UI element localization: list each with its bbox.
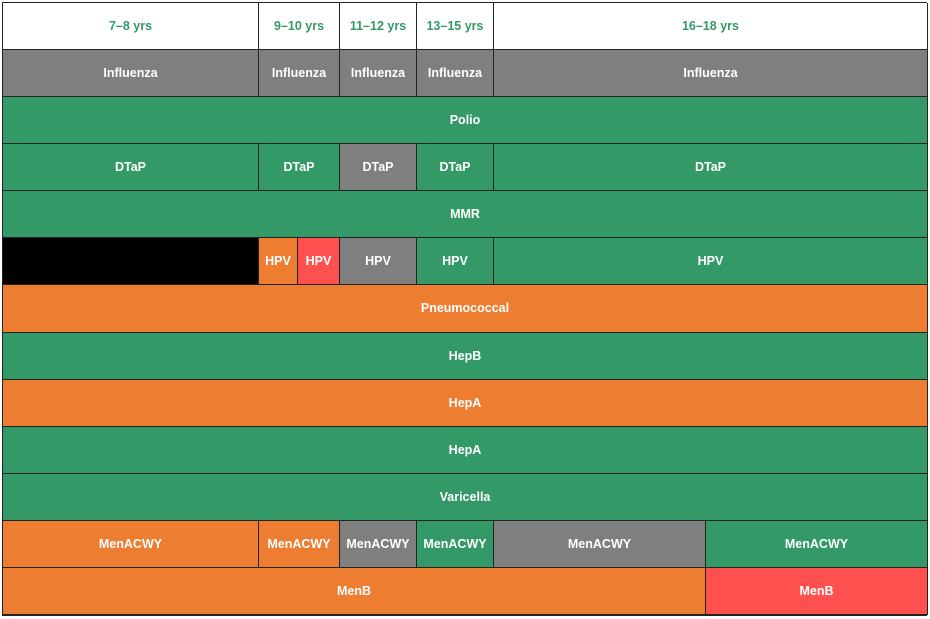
hpv-13-15: HPV xyxy=(417,238,494,286)
hpv-16-18: HPV xyxy=(494,238,928,286)
pneumococcal-row: Pneumococcal xyxy=(3,285,928,333)
hepb-row: HepB xyxy=(3,332,928,380)
menacwy-11-12: MenACWY xyxy=(340,520,417,568)
dtap-7-8: DTaP xyxy=(3,144,259,192)
header-16-18: 16–18 yrs xyxy=(494,3,928,51)
mmr-row: MMR xyxy=(3,191,928,239)
hepa-row-1: HepA xyxy=(3,379,928,427)
header-11-12: 11–12 yrs xyxy=(340,3,417,51)
hpv-9-10-split: HPV HPV xyxy=(259,238,340,286)
header-9-10: 9–10 yrs xyxy=(259,3,340,51)
hepa-row-2: HepA xyxy=(3,426,928,474)
menb-b: MenB xyxy=(706,567,928,615)
dtap-11-12: DTaP xyxy=(340,144,417,192)
dtap-16-18: DTaP xyxy=(494,144,928,192)
dtap-13-15: DTaP xyxy=(417,144,494,192)
influenza-9-10: Influenza xyxy=(259,50,340,98)
hpv-9-10-a: HPV xyxy=(259,238,298,285)
hpv-7-8-blank xyxy=(3,238,259,286)
menacwy-16-18-b: MenACWY xyxy=(706,520,928,568)
menacwy-13-15: MenACWY xyxy=(417,520,494,568)
hpv-11-12: HPV xyxy=(340,238,417,286)
varicella-row: Varicella xyxy=(3,473,928,521)
hpv-9-10-b: HPV xyxy=(298,238,339,285)
header-13-15: 13–15 yrs xyxy=(417,3,494,51)
influenza-11-12: Influenza xyxy=(340,50,417,98)
menb-a: MenB xyxy=(3,567,706,615)
influenza-13-15: Influenza xyxy=(417,50,494,98)
influenza-16-18: Influenza xyxy=(494,50,928,98)
menacwy-16-18-a: MenACWY xyxy=(494,520,706,568)
polio-row: Polio xyxy=(3,97,928,145)
dtap-9-10: DTaP xyxy=(259,144,340,192)
menacwy-9-10: MenACWY xyxy=(259,520,340,568)
menacwy-7-8: MenACWY xyxy=(3,520,259,568)
header-7-8: 7–8 yrs xyxy=(3,3,259,51)
influenza-7-8: Influenza xyxy=(3,50,259,98)
